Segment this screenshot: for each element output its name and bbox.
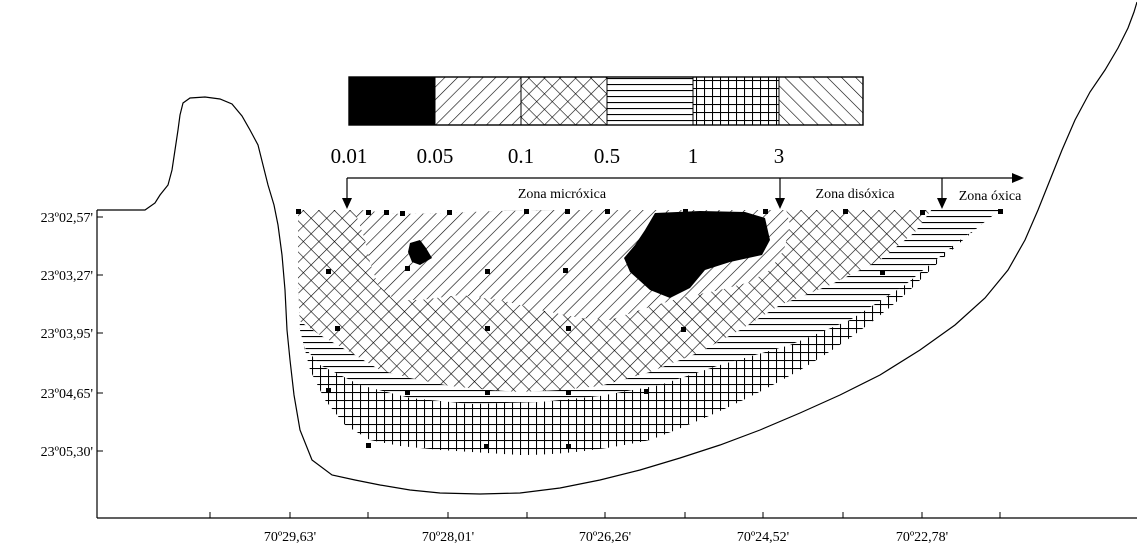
station-marker bbox=[485, 269, 490, 274]
station-marker bbox=[366, 210, 371, 215]
station-marker bbox=[566, 444, 571, 449]
y-axis-labels: 23º02,57' 23º03,27' 23º03,95' 23º04,65' … bbox=[41, 211, 93, 460]
station-marker bbox=[400, 211, 405, 216]
station-marker bbox=[880, 270, 885, 275]
x-tick-label: 70º26,26' bbox=[579, 530, 631, 545]
station-marker bbox=[366, 443, 371, 448]
station-marker bbox=[563, 268, 568, 273]
legend-threshold-label: 0.01 bbox=[331, 144, 368, 168]
y-tick-label: 23º03,27' bbox=[41, 269, 93, 284]
legend: 0.01 0.05 0.1 0.5 1 3 bbox=[331, 77, 863, 168]
x-tick-label: 70º28,01' bbox=[422, 530, 474, 545]
x-axis-labels: 70º29,63' 70º28,01' 70º26,26' 70º24,52' … bbox=[264, 530, 948, 545]
y-tick-label: 23º02,57' bbox=[41, 211, 93, 226]
zone-bracket bbox=[347, 178, 1020, 205]
station-marker bbox=[485, 326, 490, 331]
station-marker bbox=[920, 210, 925, 215]
y-tick-label: 23º04,65' bbox=[41, 387, 93, 402]
zone-fill-mixed bbox=[880, 380, 930, 410]
station-marker bbox=[681, 327, 686, 332]
y-tick-label: 23º03,95' bbox=[41, 327, 93, 342]
legend-swatch-grid bbox=[693, 77, 779, 125]
station-marker bbox=[484, 444, 489, 449]
station-marker bbox=[683, 209, 688, 214]
x-tick-label: 70º29,63' bbox=[264, 530, 316, 545]
station-marker bbox=[326, 269, 331, 274]
station-marker bbox=[843, 209, 848, 214]
legend-swatch-diagonal bbox=[435, 77, 521, 125]
station-marker bbox=[447, 210, 452, 215]
station-marker bbox=[644, 389, 649, 394]
legend-threshold-label: 0.1 bbox=[508, 144, 534, 168]
legend-swatch-black bbox=[349, 77, 435, 125]
legend-threshold-label: 0.05 bbox=[417, 144, 454, 168]
station-marker bbox=[296, 209, 301, 214]
zone-label-dysoxic: Zona disóxica bbox=[816, 187, 896, 202]
station-marker bbox=[384, 210, 389, 215]
station-marker bbox=[405, 390, 410, 395]
station-marker bbox=[565, 209, 570, 214]
station-marker bbox=[998, 209, 1003, 214]
station-marker bbox=[566, 326, 571, 331]
legend-threshold-label: 0.5 bbox=[594, 144, 620, 168]
x-tick-label: 70º22,78' bbox=[896, 530, 948, 545]
station-marker bbox=[485, 390, 490, 395]
legend-threshold-label: 1 bbox=[688, 144, 699, 168]
zone-label-microxic: Zona micróxica bbox=[518, 187, 607, 202]
legend-swatch-horizontal bbox=[607, 77, 693, 125]
zone-fill-mixed bbox=[880, 380, 930, 410]
station-marker bbox=[326, 388, 331, 393]
legend-threshold-label: 3 bbox=[774, 144, 785, 168]
x-tick-label: 70º24,52' bbox=[737, 530, 789, 545]
legend-swatch-crosshatch bbox=[521, 77, 607, 125]
station-marker bbox=[524, 209, 529, 214]
station-marker bbox=[605, 209, 610, 214]
station-marker bbox=[566, 390, 571, 395]
y-tick-label: 23º05,30' bbox=[41, 445, 93, 460]
station-marker bbox=[335, 326, 340, 331]
station-marker bbox=[763, 209, 768, 214]
zone-label-oxic: Zona óxica bbox=[959, 189, 1022, 204]
legend-swatch-mixed bbox=[779, 77, 863, 125]
station-marker bbox=[405, 266, 410, 271]
